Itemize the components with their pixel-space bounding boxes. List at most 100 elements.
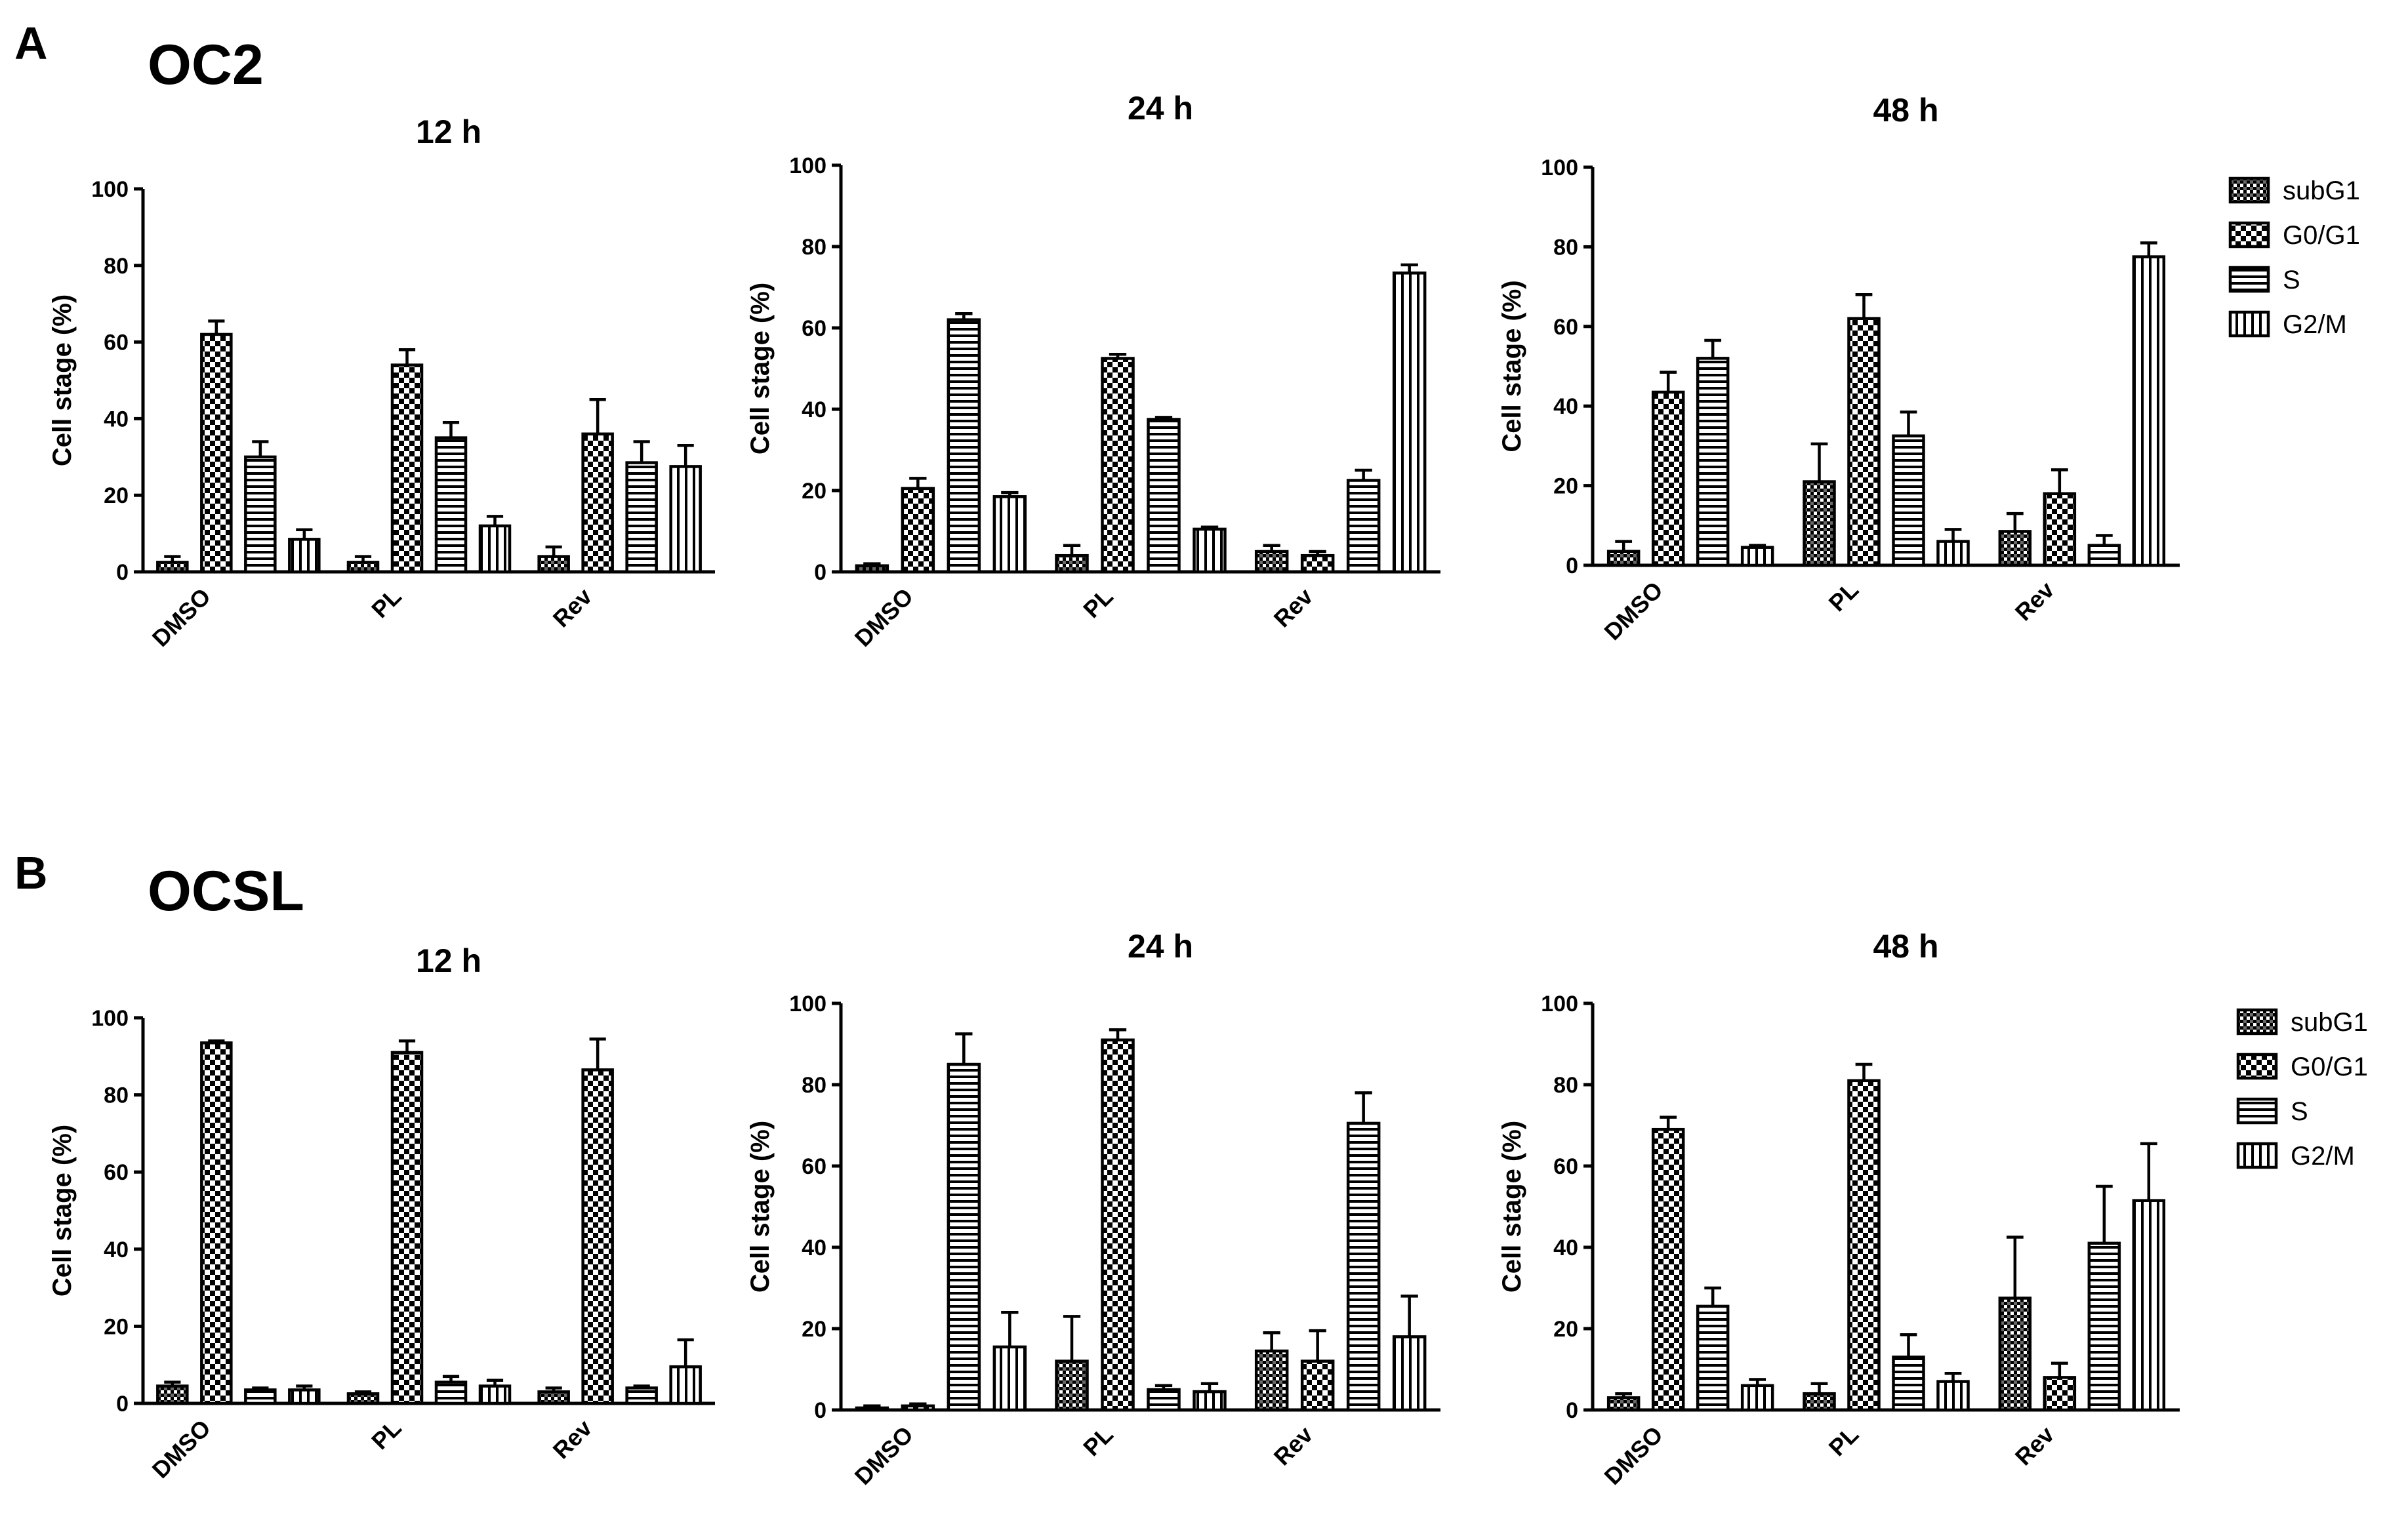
y-tick-label: 100 [1541, 992, 1578, 1016]
bar [625, 1386, 658, 1405]
bar [1847, 1079, 1881, 1412]
bar [855, 564, 889, 574]
x-tick-label: Rev [548, 1415, 598, 1464]
bar [434, 436, 468, 574]
bar [1998, 1297, 2032, 1412]
x-tick-label: Rev [2010, 576, 2060, 626]
bar [1193, 1390, 1227, 1412]
x-tick-label: Rev [548, 583, 598, 633]
y-tick-label: 20 [802, 479, 826, 504]
y-axis-label: Cell stage (%) [1498, 280, 1526, 452]
legend-swatch [2236, 1142, 2278, 1169]
x-tick-label: DMSO [849, 583, 918, 652]
bar [537, 555, 570, 574]
chart-ocsl-24h: 24 h Cell stage (%) 0 20 40 60 80 100 DMSO PL Rev [746, 928, 1440, 1490]
y-tick-label: 40 [104, 407, 129, 432]
panel-letter-b: B [14, 847, 48, 898]
y-tick-label: 80 [104, 254, 129, 279]
bar [1101, 357, 1135, 574]
bar [1101, 1038, 1135, 1412]
y-tick-label: 20 [104, 1314, 129, 1339]
bar [1254, 1349, 1289, 1412]
panel-title-ocsl: OCSL [148, 860, 304, 923]
y-tick-label: 40 [1553, 394, 1578, 419]
y-tick-label: 40 [1553, 1236, 1578, 1260]
bar [1147, 418, 1181, 574]
bar [2087, 1241, 2121, 1412]
y-tick-label: 20 [104, 483, 129, 508]
bar [434, 1380, 468, 1405]
legend-swatch [2236, 1053, 2278, 1080]
bar [1998, 530, 2032, 567]
bar [1300, 553, 1335, 574]
y-tick-label: 60 [104, 1160, 129, 1185]
x-tick-label: DMSO [147, 1415, 216, 1483]
bar [1740, 546, 1774, 567]
x-tick-label: PL [366, 1415, 407, 1455]
legend-label: G0/G1 [2283, 221, 2360, 250]
y-axis-label: Cell stage (%) [48, 1125, 77, 1297]
y-tick-label: 100 [91, 177, 129, 202]
bar [1392, 1335, 1427, 1412]
bar [1300, 1359, 1335, 1412]
bar [346, 1392, 380, 1405]
y-tick-label: 20 [1553, 474, 1578, 499]
bar [156, 1384, 189, 1405]
bar [478, 524, 512, 574]
bar [288, 538, 321, 574]
chart-title: 24 h [1128, 90, 1193, 127]
x-tick-label: PL [1824, 1421, 1864, 1462]
bar [244, 455, 277, 574]
bar [478, 1384, 512, 1405]
x-tick-label: DMSO [1599, 1421, 1667, 1490]
y-tick-label: 40 [802, 397, 826, 422]
legend-label: S [2283, 266, 2300, 294]
legend-swatch [2228, 176, 2270, 204]
bar [2132, 1199, 2166, 1412]
legend-swatch [2228, 266, 2270, 293]
panel-title-oc2: OC2 [148, 33, 264, 96]
y-tick-label: 60 [802, 1154, 826, 1179]
y-tick-label: 0 [1566, 553, 1578, 578]
x-tick-label: PL [366, 583, 407, 624]
y-tick-label: 100 [91, 1006, 129, 1031]
bar [669, 1365, 702, 1405]
y-tick-label: 100 [789, 153, 826, 178]
y-tick-label: 20 [1553, 1317, 1578, 1342]
bar [1606, 550, 1641, 567]
chart-oc2-12h: 12 h Cell stage (%) 0 20 40 60 80 100 DMSO PL Rev [48, 113, 715, 652]
bar [1055, 1359, 1089, 1412]
bar [244, 1388, 277, 1405]
bar [2087, 544, 2121, 567]
y-axis-label: Cell stage (%) [48, 294, 77, 466]
x-tick-label: DMSO [1599, 576, 1667, 645]
y-tick-label: 60 [802, 316, 826, 341]
y-tick-label: 80 [802, 1073, 826, 1098]
bar [200, 332, 233, 574]
bar [1740, 1384, 1774, 1412]
bar [1892, 1356, 1925, 1412]
y-tick-label: 20 [802, 1317, 826, 1342]
bar [1254, 550, 1289, 574]
bar [2043, 492, 2077, 567]
chart-ocsl-48h: 48 h Cell stage (%) 0 20 40 60 80 100 DMSO PL Rev [1498, 928, 2180, 1490]
bar [1696, 1304, 1730, 1412]
y-tick-label: 40 [104, 1237, 129, 1262]
legend-swatch [2228, 310, 2270, 338]
y-tick-label: 100 [789, 992, 826, 1016]
bar [1606, 1396, 1641, 1412]
y-tick-label: 60 [104, 331, 129, 355]
bar [1193, 527, 1227, 574]
bar [390, 363, 424, 574]
x-tick-label: PL [1078, 583, 1118, 624]
legend-ocsl: subG1 G0/G1 S G2/M [2236, 1008, 2368, 1171]
bar [200, 1041, 233, 1405]
bar [992, 1345, 1027, 1412]
chart-title: 48 h [1873, 928, 1938, 965]
panel-letter-a: A [14, 18, 48, 69]
bar [2132, 255, 2166, 567]
y-axis-label: Cell stage (%) [1498, 1121, 1526, 1293]
chart-title: 48 h [1873, 92, 1938, 129]
y-tick-label: 100 [1541, 155, 1578, 180]
bar [1892, 434, 1925, 567]
